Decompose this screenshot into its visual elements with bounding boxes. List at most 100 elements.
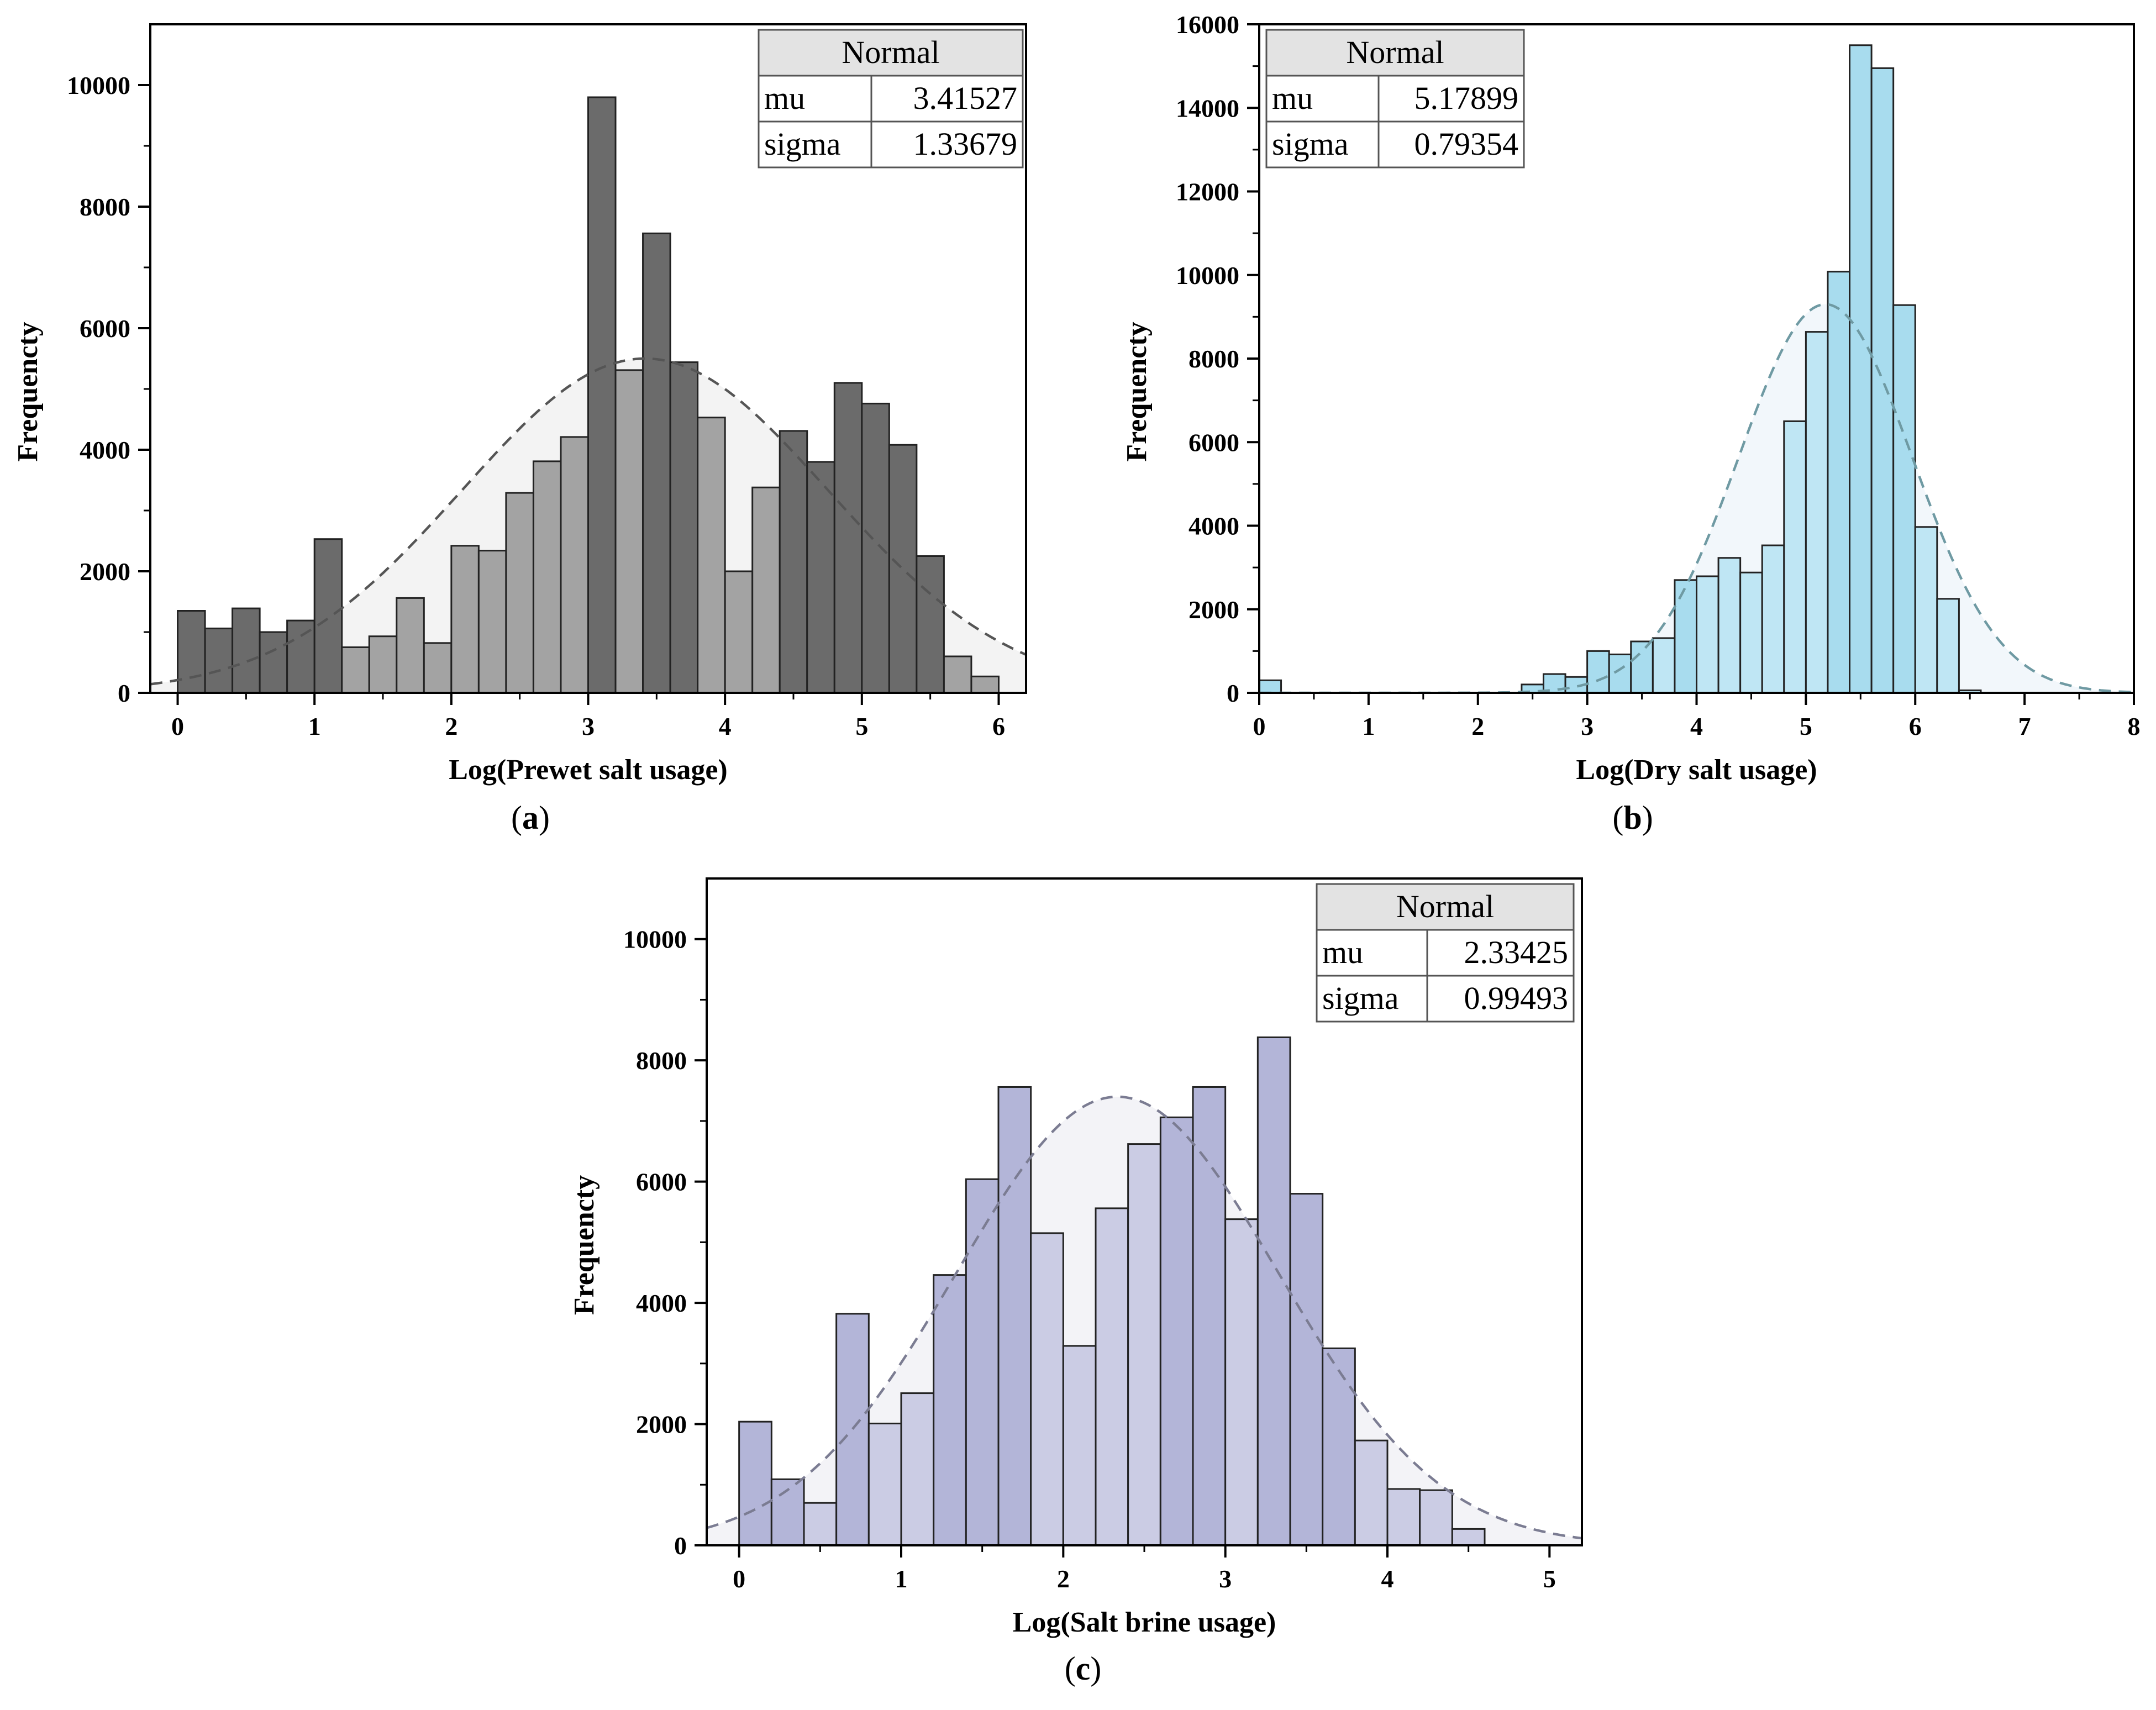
histogram-bar: [779, 430, 808, 693]
stats-value-cell: [1377, 120, 1525, 169]
histogram-bar: [532, 460, 562, 693]
histogram-bar: [943, 655, 972, 693]
histogram-bar: [1259, 679, 1282, 693]
y-tick-label: 2000: [636, 1411, 687, 1439]
histogram-bar: [669, 361, 699, 693]
panel-caption: (a): [511, 799, 550, 836]
y-tick-label: 0: [1227, 679, 1239, 707]
histogram-bar: [1870, 67, 1895, 693]
x-tick-label: 7: [2018, 712, 2031, 740]
histogram-bar: [1322, 1347, 1356, 1545]
stats-header-cell: [758, 29, 1024, 77]
caption-letter: c: [1076, 1650, 1091, 1687]
histogram-bar: [806, 461, 835, 693]
x-tick-label: 0: [171, 712, 184, 740]
fit-curve: [707, 1095, 1582, 1540]
histogram-bar: [560, 436, 589, 693]
histogram-bar: [259, 631, 288, 693]
y-tick-label: 8000: [636, 1046, 687, 1075]
y-axis-title: Frequencty: [569, 1175, 600, 1315]
y-tick-label: 6000: [636, 1168, 687, 1196]
plot-area: [150, 96, 1026, 693]
caption-paren: (: [1612, 799, 1623, 836]
histogram-bar: [1652, 637, 1676, 693]
x-tick-label: 2: [1057, 1565, 1070, 1593]
chart-panel-a: 0 1 2 3 4 5 6 0 2000 4000 6000 8000 10000 Log(Prewet …: [12, 23, 1027, 836]
histogram-bar: [1608, 653, 1632, 693]
histogram-bar: [751, 486, 781, 693]
histogram-bar: [916, 555, 945, 693]
stats-key-cell: [1265, 120, 1380, 169]
histogram-bar: [1256, 1036, 1291, 1545]
histogram-bar: [1062, 1345, 1097, 1545]
stats-key: sigma: [1272, 126, 1349, 162]
y-tick-label: 4000: [1189, 512, 1239, 540]
histogram-bar: [1739, 571, 1763, 693]
y-tick-label: 4000: [80, 436, 130, 464]
stats-table: Normal mu 3.41527 sigma 1.33679: [758, 29, 1024, 169]
stats-table: Normal mu 2.33425 sigma 0.99493: [1316, 883, 1575, 1023]
caption-letter: b: [1623, 799, 1642, 836]
histogram-bar: [614, 369, 644, 693]
caption-paren: ): [1090, 1650, 1101, 1687]
stats-key-cell: [1316, 975, 1428, 1023]
x-axis-title: Log(Dry salt usage): [1576, 754, 1817, 786]
y-tick-label: 2000: [1189, 596, 1239, 624]
y-tick-label: 10000: [623, 925, 687, 954]
histogram-bar: [368, 635, 398, 693]
x-tick-label: 5: [855, 712, 868, 740]
stats-header-cell: [1265, 29, 1525, 77]
histogram-bar: [477, 550, 507, 693]
x-tick-label: 4: [1690, 712, 1703, 740]
histogram-bar: [997, 1086, 1032, 1545]
histogram-bar: [1630, 640, 1654, 693]
histogram-bar: [1674, 579, 1698, 693]
histogram-bar: [1892, 304, 1916, 693]
histogram-bar: [587, 96, 617, 693]
stats-header: Normal: [1396, 888, 1494, 924]
x-tick-label: 2: [445, 712, 458, 740]
histogram-bar: [1849, 44, 1873, 693]
stats-key: sigma: [764, 126, 841, 162]
histogram-bar: [738, 1420, 772, 1545]
y-tick-label: 4000: [636, 1289, 687, 1317]
histogram-bar: [232, 607, 261, 693]
x-tick-label: 6: [1909, 712, 1922, 740]
histogram-bar: [724, 570, 754, 693]
x-tick-label: 5: [1543, 1565, 1556, 1593]
histogram-bar: [1127, 1143, 1161, 1545]
stats-value-cell: [1426, 975, 1575, 1023]
histogram-bar: [1386, 1488, 1421, 1545]
histogram-bar: [1805, 331, 1829, 693]
histogram-bar: [697, 417, 726, 693]
chart-panel-c: 0 1 2 3 4 5 0 2000 4000 6000 8000 10000 Log(Salt bri…: [569, 877, 1583, 1687]
stats-value: 3.41527: [913, 80, 1018, 116]
histogram-bar: [313, 538, 343, 693]
stats-value-cell: [870, 75, 1024, 123]
stats-value: 0.79354: [1414, 126, 1519, 162]
x-tick-label: 3: [1219, 1565, 1232, 1593]
panel-caption: (b): [1612, 799, 1653, 836]
histogram-bar: [1696, 575, 1719, 693]
x-tick-label: 3: [1581, 712, 1594, 740]
x-axis-title: Log(Prewet salt usage): [449, 754, 728, 786]
y-axis-title: Frequencty: [1121, 322, 1153, 461]
panel-caption: (c): [1065, 1650, 1102, 1687]
histogram-bar: [1354, 1439, 1389, 1545]
y-tick-label: 8000: [1189, 345, 1239, 373]
y-tick-label: 10000: [67, 71, 130, 99]
histogram-bar: [861, 402, 890, 693]
caption-paren: (: [511, 799, 522, 836]
x-tick-label: 1: [308, 712, 321, 740]
caption-paren: ): [539, 799, 550, 836]
histogram-bar: [1761, 544, 1785, 693]
histogram-bar: [204, 627, 234, 693]
y-tick-label: 8000: [80, 193, 130, 221]
stats-value: 5.17899: [1414, 80, 1519, 116]
histogram-bar: [835, 1313, 870, 1545]
stats-value: 1.33679: [913, 126, 1018, 162]
x-axis-title: Log(Salt brine usage): [1013, 1607, 1276, 1638]
histogram-bar: [1030, 1232, 1064, 1545]
histogram-bar: [1289, 1193, 1324, 1545]
